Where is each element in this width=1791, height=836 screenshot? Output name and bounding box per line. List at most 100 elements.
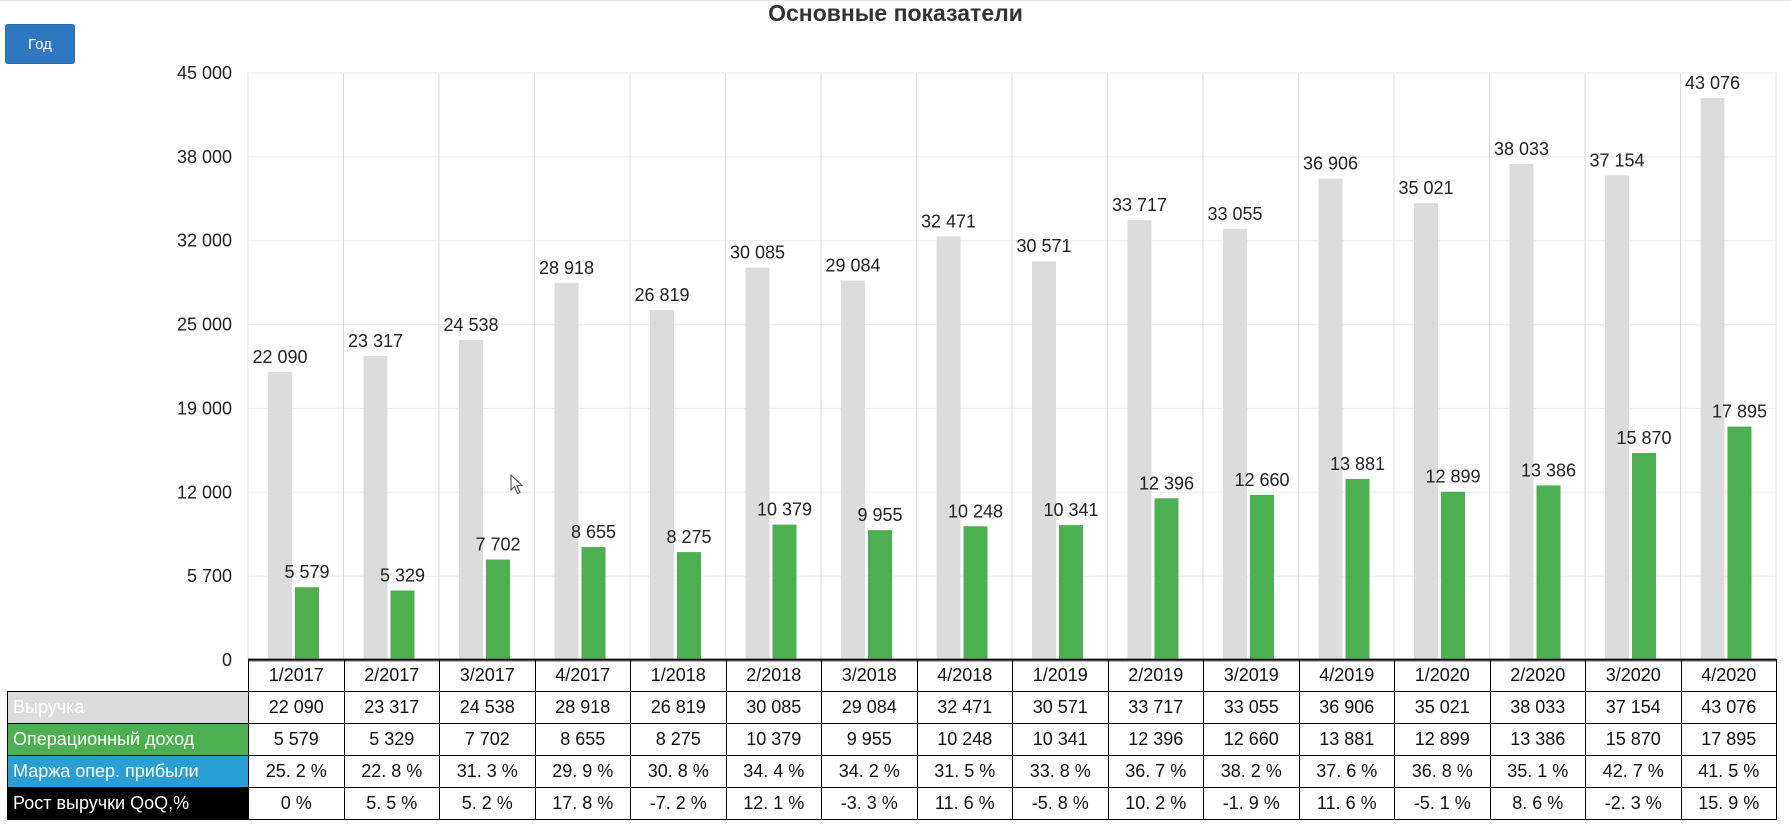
table-cell: 42. 7 %	[1585, 755, 1682, 788]
table-cell: 12. 1 %	[725, 787, 822, 820]
revenue-value-label: 37 154	[1589, 150, 1644, 170]
table-cell: 35. 1 %	[1489, 755, 1586, 788]
table-cell: 10. 2 %	[1107, 787, 1204, 820]
table-cell: -2. 3 %	[1585, 787, 1682, 820]
operating-income-value-label: 13 881	[1330, 454, 1385, 474]
operating-income-value-label: 12 660	[1234, 470, 1289, 490]
table-cell: 33 055	[1203, 691, 1300, 724]
revenue-bar	[554, 282, 579, 660]
page-title: Основные показатели	[768, 0, 1023, 26]
table-cell: 9 955	[821, 723, 918, 756]
table-cell: 5. 5 %	[343, 787, 440, 820]
row-operating-margin: Маржа опер. прибыли 25. 2 % 22. 8 % 31. 3 %…	[7, 755, 1777, 788]
table-cell: 30. 8 %	[630, 755, 727, 788]
table-cell: 28 918	[534, 691, 631, 724]
y-tick-label: 5 700	[187, 566, 232, 586]
x-category-label: 3/2017	[439, 659, 536, 692]
table-cell: 36. 8 %	[1394, 755, 1491, 788]
operating-income-value-label: 12 899	[1425, 467, 1480, 487]
table-cell: 37. 6 %	[1298, 755, 1395, 788]
x-category-label: 1/2019	[1012, 659, 1109, 692]
x-category-label: 1/2020	[1394, 659, 1491, 692]
row-label: Операционный доход	[7, 723, 249, 756]
revenue-value-label: 23 317	[348, 331, 403, 351]
revenue-bar	[650, 310, 674, 660]
row-label: Рост выручки QoQ,%	[7, 787, 249, 820]
operating-income-bar	[1154, 498, 1179, 660]
operating-income-bar	[1727, 426, 1752, 660]
revenue-value-label: 30 571	[1016, 236, 1071, 256]
operating-income-bar	[581, 547, 606, 660]
table-cell: 22. 8 %	[343, 755, 440, 788]
table-cell: 8 275	[630, 723, 727, 756]
table-cell: 29 084	[821, 691, 918, 724]
operating-income-bar	[868, 530, 892, 660]
table-cell: 36. 7 %	[1107, 755, 1204, 788]
table-cell: -3. 3 %	[821, 787, 918, 820]
operating-income-bar	[486, 559, 510, 660]
operating-income-value-label: 13 386	[1521, 460, 1576, 480]
table-cell: 34. 4 %	[725, 755, 822, 788]
revenue-value-label: 26 819	[634, 285, 689, 305]
table-cell: 15. 9 %	[1680, 787, 1777, 820]
table-cell: -5. 8 %	[1012, 787, 1109, 820]
table-cell: 24 538	[439, 691, 536, 724]
x-category-label: 4/2017	[534, 659, 631, 692]
table-cell: 23 317	[343, 691, 440, 724]
table-cell: 29. 9 %	[534, 755, 631, 788]
x-category-label: 4/2019	[1298, 659, 1395, 692]
revenue-value-label: 28 918	[539, 258, 594, 278]
revenue-bar	[1127, 220, 1152, 660]
revenue-bar	[745, 267, 770, 660]
table-cell: 32 471	[916, 691, 1013, 724]
table-cell: 26 819	[630, 691, 727, 724]
revenue-value-label: 35 021	[1398, 178, 1453, 198]
table-header-row: 1/2017 2/2017 3/2017 4/2017 1/2018 2/2018 3/20…	[8, 659, 1777, 692]
revenue-value-label: 29 084	[825, 256, 880, 276]
x-category-label: 2/2020	[1489, 659, 1586, 692]
revenue-value-label: 43 076	[1685, 73, 1740, 93]
table-cell: 13 881	[1298, 723, 1395, 756]
mouse-pointer-icon	[510, 474, 524, 495]
operating-income-bar	[1632, 452, 1656, 660]
table-cell: 38. 2 %	[1203, 755, 1300, 788]
table-cell: 34. 2 %	[821, 755, 918, 788]
revenue-value-label: 22 090	[252, 347, 307, 367]
operating-income-bar	[963, 526, 988, 660]
x-category-label: 2/2017	[343, 659, 440, 692]
table-cell: 22 090	[248, 691, 345, 724]
revenue-value-label: 33 717	[1112, 195, 1167, 215]
operating-income-bar	[772, 524, 797, 660]
table-cell: 17 895	[1680, 723, 1777, 756]
y-tick-label: 25 000	[177, 315, 232, 335]
table-cell: 30 571	[1012, 691, 1109, 724]
operating-income-value-label: 17 895	[1712, 402, 1767, 422]
x-category-label: 1/2018	[630, 659, 727, 692]
table-cell: 8. 6 %	[1489, 787, 1586, 820]
revenue-bar	[1414, 203, 1438, 660]
table-cell: 8 655	[534, 723, 631, 756]
revenue-bar	[1605, 175, 1629, 660]
revenue-bar	[268, 371, 292, 660]
operating-income-value-label: 10 379	[757, 500, 812, 520]
operating-income-bar	[1441, 491, 1465, 660]
table-cell: 10 379	[725, 723, 822, 756]
table-cell: 12 396	[1107, 723, 1204, 756]
table-cell: -7. 2 %	[630, 787, 727, 820]
period-year-button[interactable]: Год	[5, 24, 75, 64]
table-cell: 35 021	[1394, 691, 1491, 724]
x-category-label: 3/2018	[821, 659, 918, 692]
operating-income-value-label: 9 955	[857, 505, 902, 525]
operating-income-value-label: 8 275	[666, 527, 711, 547]
y-tick-label: 0	[222, 650, 232, 670]
operating-income-bar	[1536, 485, 1561, 660]
y-tick-label: 32 000	[177, 231, 232, 251]
table-cell: 5. 2 %	[439, 787, 536, 820]
y-tick-label: 19 000	[177, 398, 232, 418]
table-cell: 33. 8 %	[1012, 755, 1109, 788]
revenue-value-label: 36 906	[1303, 154, 1358, 174]
data-table: 1/2017 2/2017 3/2017 4/2017 1/2018 2/2018 3/20…	[7, 659, 1777, 820]
operating-income-value-label: 5 329	[380, 565, 425, 585]
revenue-bar	[1509, 163, 1534, 660]
